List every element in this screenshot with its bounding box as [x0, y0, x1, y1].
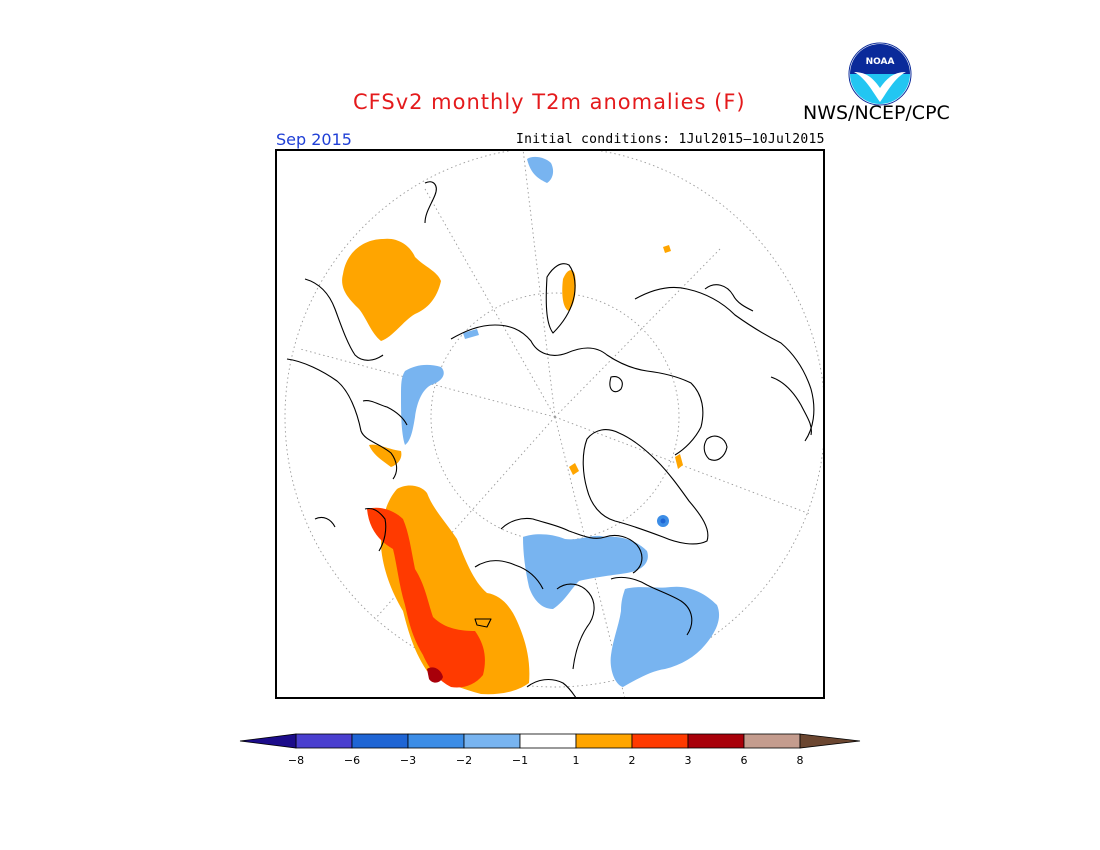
coastline: [634, 286, 815, 442]
coastline: [526, 678, 578, 699]
anomaly-region-warm: [369, 444, 402, 467]
anomaly-region-warm: [562, 270, 576, 311]
colorbar-legend: −8 −6 −3 −2 −1 1 2 3 6 8: [239, 733, 861, 767]
colorbar-bin: [743, 733, 801, 749]
colorbar-bin: [631, 733, 689, 749]
coastlines: [286, 181, 815, 699]
coastline: [610, 576, 693, 636]
map-frame: [275, 149, 825, 699]
coastline: [364, 507, 387, 552]
valid-month-label: Sep 2015: [276, 130, 352, 149]
colorbar-arrow-low: [239, 733, 297, 749]
latitude-circle-outer: [284, 149, 825, 688]
coastline: [304, 278, 384, 361]
anomaly-region-warm: [342, 238, 441, 341]
anomaly-region-warm: [663, 245, 671, 253]
coastline: [362, 400, 408, 426]
colorbar-tick-label: 1: [573, 754, 580, 767]
colorbar-bin: [575, 733, 633, 749]
anomaly-region-cool: [523, 534, 648, 609]
coastline: [314, 516, 336, 528]
map-background: [275, 149, 825, 699]
colorbar-bins: [295, 733, 801, 749]
colorbar-bin: [351, 733, 409, 749]
colorbar-tick-label: −3: [400, 754, 416, 767]
colorbar-bin: [519, 733, 577, 749]
anomaly-region-colder: [660, 518, 666, 524]
coastline: [703, 435, 728, 461]
anomaly-region-warm: [675, 454, 683, 469]
colorbar-tick-label: 3: [685, 754, 692, 767]
anomaly-region-warm: [569, 463, 579, 475]
coastline: [424, 181, 437, 224]
anomaly-region-cool: [463, 329, 479, 339]
meridian-line: [424, 188, 556, 418]
colorbar-bin: [295, 733, 353, 749]
anomaly-region-hot: [367, 507, 485, 688]
coastline: [556, 583, 595, 670]
colorbar-ticks: −8 −6 −3 −2 −1 1 2 3 6 8: [288, 754, 804, 767]
coastline: [474, 618, 492, 628]
anomaly-region-cool: [527, 156, 554, 183]
agency-credit: NWS/NCEP/CPC: [803, 102, 950, 124]
anomaly-region-very-hot: [427, 667, 443, 683]
coastline: [704, 284, 754, 312]
colorbar-arrow-high: [799, 733, 861, 749]
colorbar-bin: [687, 733, 745, 749]
colorbar-tick-label: 6: [741, 754, 748, 767]
colorbar-tick-label: −8: [288, 754, 304, 767]
colorbar-tick-label: −6: [344, 754, 360, 767]
anomaly-region-cool: [401, 364, 444, 445]
coastline: [286, 358, 398, 480]
coastline: [450, 324, 704, 456]
colorbar-bin: [463, 733, 521, 749]
initial-conditions-label: Initial conditions: 1Jul2015–10Jul2015: [516, 132, 825, 147]
coastline-greenland: [582, 429, 709, 545]
anomaly-region-cool: [610, 586, 720, 687]
colorbar-tick-label: 8: [797, 754, 804, 767]
coastline: [545, 263, 576, 334]
polar-map: [275, 149, 825, 699]
colorbar-bin: [407, 733, 465, 749]
meridian-line: [554, 416, 811, 515]
coastline: [500, 517, 643, 574]
anomaly-shading: [342, 156, 720, 695]
noaa-logo: NOAA: [848, 42, 912, 106]
colorbar-tick-label: 2: [629, 754, 636, 767]
coastline: [770, 376, 812, 436]
map-title: CFSv2 monthly T2m anomalies (F): [353, 90, 746, 114]
coastline: [609, 376, 623, 393]
noaa-logo-text: NOAA: [866, 57, 895, 67]
colorbar-tick-label: −2: [456, 754, 472, 767]
coastline: [474, 560, 544, 590]
colorbar-tick-label: −1: [512, 754, 528, 767]
meridian-line: [554, 248, 721, 418]
